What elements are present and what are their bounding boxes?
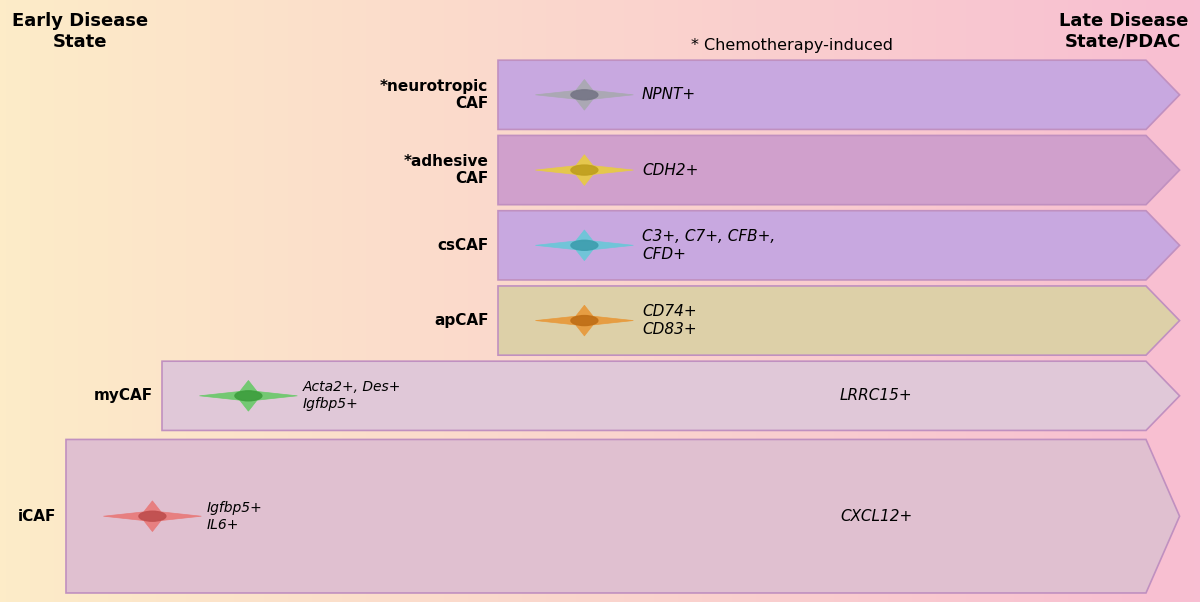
Polygon shape xyxy=(199,380,298,411)
Text: CDH2+: CDH2+ xyxy=(642,163,698,178)
Polygon shape xyxy=(103,501,202,532)
Text: iCAF: iCAF xyxy=(18,509,56,524)
Text: * Chemotherapy-induced: * Chemotherapy-induced xyxy=(691,38,893,52)
Text: CD74+
CD83+: CD74+ CD83+ xyxy=(642,304,697,337)
Polygon shape xyxy=(498,135,1180,205)
Ellipse shape xyxy=(571,90,598,100)
Polygon shape xyxy=(535,305,634,336)
Text: LRRC15+: LRRC15+ xyxy=(840,388,913,403)
Text: *neurotropic
CAF: *neurotropic CAF xyxy=(380,79,488,111)
Polygon shape xyxy=(535,155,634,185)
Text: *adhesive
CAF: *adhesive CAF xyxy=(403,154,488,186)
Polygon shape xyxy=(66,439,1180,593)
Polygon shape xyxy=(498,60,1180,129)
Ellipse shape xyxy=(571,165,598,175)
Ellipse shape xyxy=(571,240,598,250)
Text: NPNT+: NPNT+ xyxy=(642,87,696,102)
Polygon shape xyxy=(535,230,634,261)
Text: apCAF: apCAF xyxy=(434,313,488,328)
Text: Igfbp5+
IL6+: Igfbp5+ IL6+ xyxy=(206,501,262,532)
Text: Early Disease
State: Early Disease State xyxy=(12,12,148,51)
Text: csCAF: csCAF xyxy=(437,238,488,253)
Polygon shape xyxy=(162,361,1180,430)
Text: CXCL12+: CXCL12+ xyxy=(840,509,912,524)
Ellipse shape xyxy=(571,315,598,326)
Polygon shape xyxy=(498,211,1180,280)
Ellipse shape xyxy=(235,391,262,401)
Text: C3+, C7+, CFB+,
CFD+: C3+, C7+, CFB+, CFD+ xyxy=(642,229,775,262)
Ellipse shape xyxy=(139,511,166,521)
Text: myCAF: myCAF xyxy=(94,388,152,403)
Text: Acta2+, Des+
Igfbp5+: Acta2+, Des+ Igfbp5+ xyxy=(302,380,401,411)
Polygon shape xyxy=(535,79,634,110)
Text: Late Disease
State/PDAC: Late Disease State/PDAC xyxy=(1058,12,1188,51)
Polygon shape xyxy=(498,286,1180,355)
